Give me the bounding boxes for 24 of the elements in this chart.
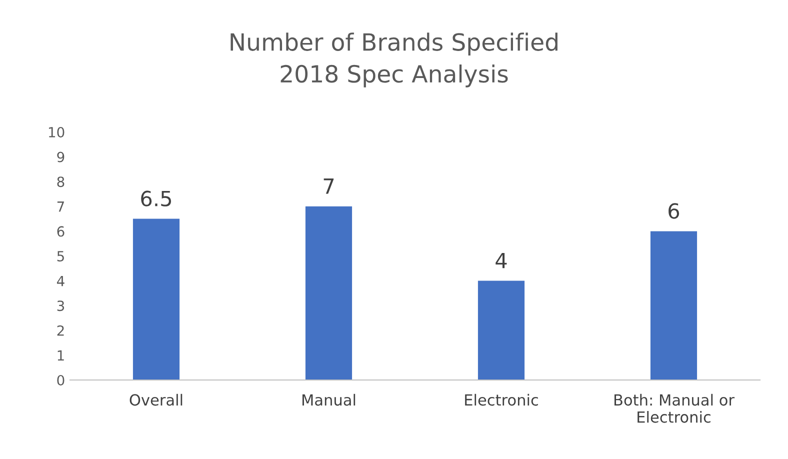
y-tick-label: 4 bbox=[56, 276, 64, 286]
data-label: 4 bbox=[496, 252, 507, 268]
y-tick-label: 5 bbox=[57, 251, 64, 262]
y-tick-label: 6 bbox=[57, 226, 64, 237]
x-tick-label: Overall bbox=[130, 394, 182, 406]
x-tick-label: Electronic bbox=[465, 394, 538, 406]
y-tick-label: 7 bbox=[57, 202, 64, 212]
x-tick-label: Both: Manual or Electronic bbox=[614, 394, 735, 423]
data-label: 7 bbox=[324, 178, 334, 194]
bar bbox=[305, 206, 352, 380]
bar bbox=[132, 218, 180, 380]
y-tick-label: 0 bbox=[57, 374, 64, 386]
bar bbox=[478, 280, 525, 380]
bar bbox=[650, 231, 698, 380]
x-tick-label: Manual bbox=[302, 394, 356, 406]
data-label: 6 bbox=[668, 203, 680, 219]
y-tick-label: 2 bbox=[57, 325, 64, 336]
y-tick-label: 9 bbox=[57, 152, 64, 162]
data-label: 6.5 bbox=[141, 190, 171, 206]
y-tick-label: 8 bbox=[57, 176, 64, 188]
y-tick-label: 3 bbox=[57, 300, 64, 312]
chart-title: Number of Brands Specified 2018 Spec Analysis bbox=[230, 32, 558, 88]
y-tick-label: 1 bbox=[58, 350, 64, 360]
y-tick-label: 10 bbox=[48, 126, 64, 138]
